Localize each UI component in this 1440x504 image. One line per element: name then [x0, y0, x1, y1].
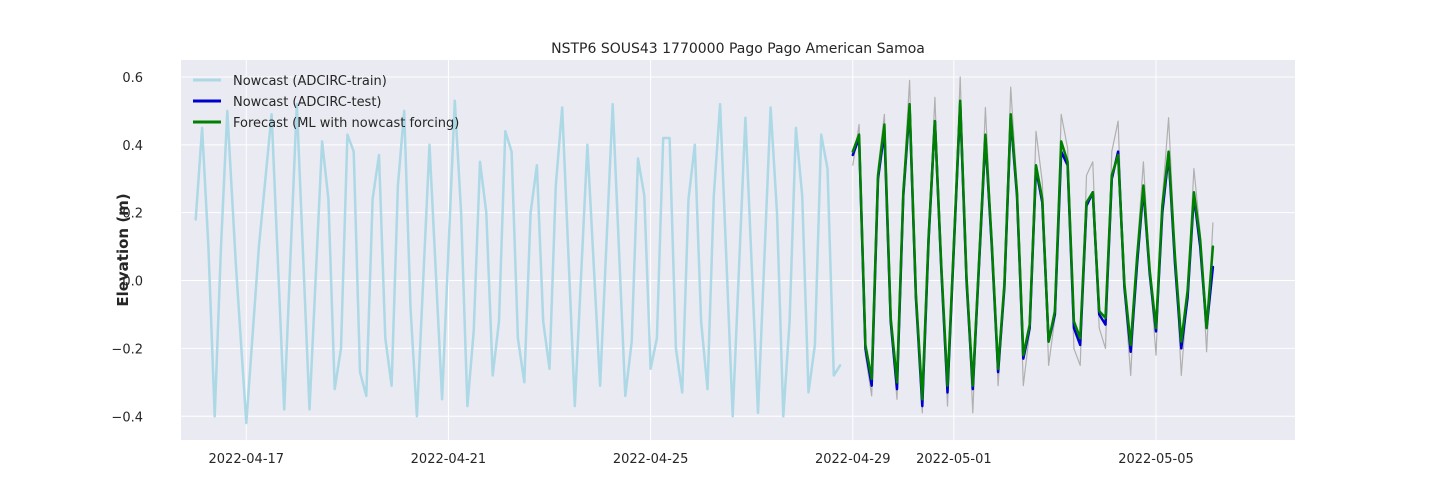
y-tick-label: −0.4: [111, 410, 143, 425]
chart-title: NSTP6 SOUS43 1770000 Pago Pago American …: [551, 41, 925, 57]
y-tick-label: 0.0: [122, 275, 143, 290]
legend-label: Nowcast (ADCIRC-test): [233, 95, 382, 110]
legend-label: Nowcast (ADCIRC-train): [233, 74, 387, 89]
legend-label: Forecast (ML with nowcast forcing): [233, 116, 459, 131]
y-tick-label: 0.6: [122, 71, 143, 86]
x-axis-ticks: 2022-04-17 2022-04-21 2022-04-25 2022-04-29…: [209, 452, 1194, 467]
x-tick-label: 2022-04-17: [209, 452, 285, 467]
y-axis-ticks: −0.4 −0.2 0.0 0.2 0.4 0.6: [111, 71, 143, 425]
x-tick-label: 2022-05-05: [1118, 452, 1194, 467]
y-axis-label: Elevation (m): [114, 193, 132, 306]
x-tick-label: 2022-05-01: [916, 452, 992, 467]
y-tick-label: 0.4: [122, 139, 143, 154]
series-lines: [194, 76, 1215, 425]
series-line-0: [194, 99, 842, 425]
legend: Nowcast (ADCIRC-train) Nowcast (ADCIRC-te…: [193, 74, 459, 131]
y-tick-label: 0.2: [122, 207, 143, 222]
y-tick-label: −0.2: [111, 342, 143, 357]
x-tick-label: 2022-04-29: [815, 452, 891, 467]
x-tick-label: 2022-04-21: [411, 452, 487, 467]
x-tick-label: 2022-04-25: [613, 452, 689, 467]
series-line-2: [851, 99, 1215, 401]
